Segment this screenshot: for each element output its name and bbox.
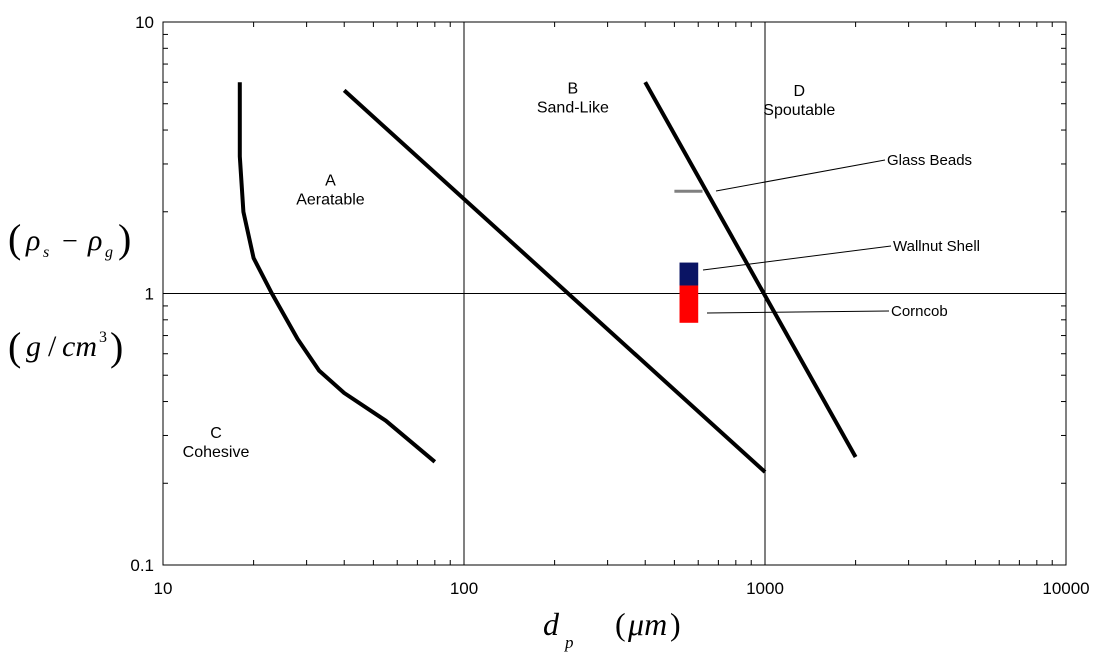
material-label: Corncob [891,303,948,320]
y-tick-label: 1 [145,285,154,304]
y-axis-rho-g: ρ [87,224,102,257]
region-letter: A [325,172,336,189]
material-leader-line [702,245,892,271]
grid-layer [163,22,1066,565]
y-axis-title-line1: ( [8,216,21,261]
x-axis-unit-mu: μm [627,606,667,642]
x-axis-var-sub: p [564,633,574,652]
y-axis-rho-g-sub: g [105,244,113,261]
x-tick-label: 10 [154,579,173,598]
tick-layer [162,22,1066,566]
region-labels: A Aeratable B Sand-Like C Cohesive D Spoutable [183,81,836,461]
y-axis-title: ( ρ s − ρ g ) ( g / cm 3 ) [8,216,131,369]
material-leader-line [706,310,890,314]
y-axis-minus: − [62,226,78,257]
region-letter: D [794,83,806,100]
y-axis-rho-s: ρ [25,224,40,257]
x-tick-label: 100 [450,579,478,598]
material-label: Glass Beads [887,152,972,169]
x-tick-label: 10000 [1042,579,1089,598]
x-tick-label: 1000 [746,579,784,598]
region-letter: C [210,425,222,442]
y-tick-label: 10 [135,13,154,32]
material-label: Wallnut Shell [893,238,980,255]
material-leader-line [715,159,886,192]
y-axis-unit-open: ( [8,324,21,369]
material-markers: Glass Beads Wallnut Shell Corncob [674,152,980,323]
y-axis-close-paren: ) [118,216,131,261]
x-axis-unit-close: ) [670,606,681,642]
y-axis-unit-cm: cm [62,330,97,363]
y-tick-label: 0.1 [130,556,154,575]
tick-labels: 10 100 1000 10000 0.1 1 10 [130,13,1089,598]
x-axis-var: d [543,606,560,642]
boundary-line [643,81,858,458]
boundary-line [342,88,767,474]
region-name: Cohesive [183,444,250,461]
material-marker [679,262,699,286]
y-axis-unit-close: ) [110,324,123,369]
region-name: Sand-Like [537,100,609,117]
y-axis-unit-slash: / [48,330,57,363]
region-name: Spoutable [763,102,835,119]
region-name: Aeratable [296,191,365,208]
x-axis-unit: ( [615,606,626,642]
y-axis-unit-g: g [26,330,41,363]
region-letter: B [568,81,579,98]
y-axis-rho-s-sub: s [43,244,49,261]
material-marker [679,285,699,323]
boundary-lines [237,81,858,474]
plot-frame [162,21,1067,566]
boundary-line [237,82,437,464]
x-axis-title: d p ( μm ) [543,606,681,652]
y-axis-unit-sup: 3 [99,329,107,346]
